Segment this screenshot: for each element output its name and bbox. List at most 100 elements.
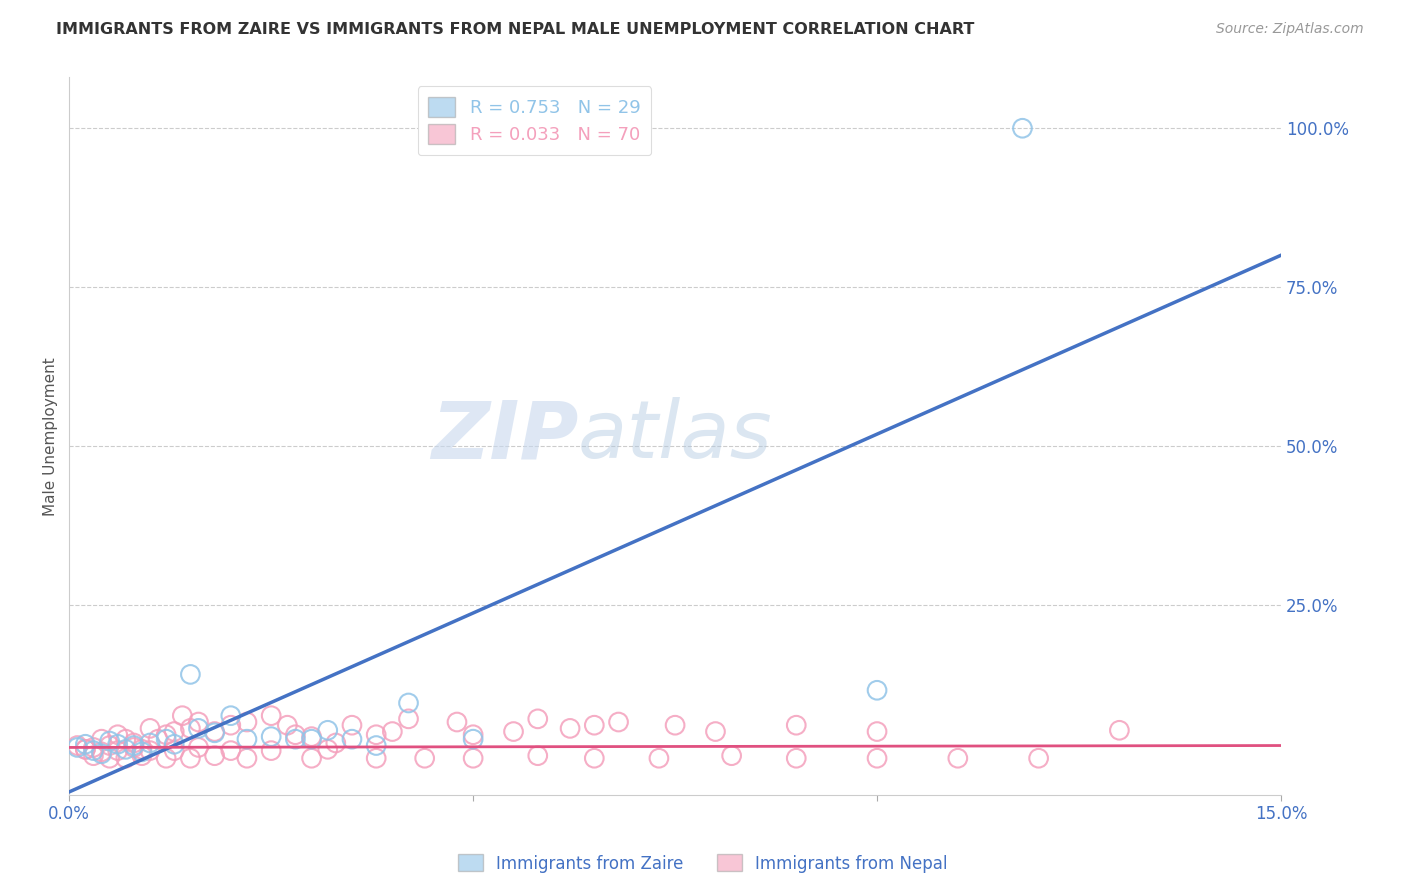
- Point: [1028, 751, 1050, 765]
- Point: [179, 751, 201, 765]
- Point: [558, 722, 581, 736]
- Point: [260, 730, 283, 744]
- Point: [301, 732, 323, 747]
- Point: [340, 732, 363, 747]
- Point: [219, 718, 242, 732]
- Y-axis label: Male Unemployment: Male Unemployment: [44, 357, 58, 516]
- Text: IMMIGRANTS FROM ZAIRE VS IMMIGRANTS FROM NEPAL MALE UNEMPLOYMENT CORRELATION CHA: IMMIGRANTS FROM ZAIRE VS IMMIGRANTS FROM…: [56, 22, 974, 37]
- Point: [526, 712, 548, 726]
- Point: [583, 718, 606, 732]
- Point: [340, 718, 363, 732]
- Point: [155, 728, 177, 742]
- Point: [122, 740, 145, 755]
- Point: [526, 748, 548, 763]
- Point: [866, 751, 889, 765]
- Point: [704, 724, 727, 739]
- Point: [463, 751, 485, 765]
- Point: [90, 732, 112, 747]
- Point: [381, 724, 404, 739]
- Point: [398, 712, 420, 726]
- Point: [446, 714, 468, 729]
- Point: [131, 748, 153, 763]
- Point: [107, 728, 129, 742]
- Point: [155, 732, 177, 747]
- Point: [204, 726, 226, 740]
- Point: [866, 683, 889, 698]
- Text: Source: ZipAtlas.com: Source: ZipAtlas.com: [1216, 22, 1364, 37]
- Point: [75, 742, 97, 756]
- Legend: R = 0.753   N = 29, R = 0.033   N = 70: R = 0.753 N = 29, R = 0.033 N = 70: [418, 87, 651, 155]
- Point: [463, 728, 485, 742]
- Point: [366, 728, 388, 742]
- Point: [75, 737, 97, 751]
- Point: [1108, 723, 1130, 738]
- Point: [236, 732, 259, 747]
- Point: [219, 708, 242, 723]
- Point: [413, 751, 436, 765]
- Point: [155, 751, 177, 765]
- Point: [946, 751, 969, 765]
- Point: [107, 737, 129, 751]
- Point: [82, 748, 104, 763]
- Point: [219, 743, 242, 757]
- Point: [163, 737, 186, 751]
- Point: [172, 708, 194, 723]
- Point: [98, 734, 121, 748]
- Point: [187, 722, 209, 736]
- Point: [66, 740, 89, 755]
- Point: [131, 742, 153, 756]
- Point: [648, 751, 671, 765]
- Point: [236, 714, 259, 729]
- Point: [82, 740, 104, 755]
- Point: [75, 742, 97, 756]
- Point: [204, 748, 226, 763]
- Point: [398, 696, 420, 710]
- Point: [366, 751, 388, 765]
- Point: [122, 736, 145, 750]
- Point: [866, 724, 889, 739]
- Point: [1011, 121, 1033, 136]
- Point: [139, 722, 162, 736]
- Point: [236, 751, 259, 765]
- Point: [187, 714, 209, 729]
- Point: [720, 748, 742, 763]
- Point: [583, 751, 606, 765]
- Point: [163, 743, 186, 757]
- Legend: Immigrants from Zaire, Immigrants from Nepal: Immigrants from Zaire, Immigrants from N…: [451, 847, 955, 880]
- Point: [114, 742, 136, 756]
- Point: [785, 751, 807, 765]
- Point: [122, 739, 145, 753]
- Point: [90, 745, 112, 759]
- Point: [463, 732, 485, 747]
- Point: [146, 732, 169, 747]
- Text: atlas: atlas: [578, 397, 773, 475]
- Point: [131, 745, 153, 759]
- Point: [316, 742, 339, 756]
- Point: [502, 724, 524, 739]
- Point: [139, 743, 162, 757]
- Point: [260, 708, 283, 723]
- Point: [107, 743, 129, 757]
- Point: [301, 751, 323, 765]
- Point: [284, 732, 307, 747]
- Point: [260, 743, 283, 757]
- Point: [301, 730, 323, 744]
- Point: [114, 732, 136, 747]
- Point: [66, 739, 89, 753]
- Text: ZIP: ZIP: [430, 397, 578, 475]
- Point: [163, 724, 186, 739]
- Point: [785, 718, 807, 732]
- Point: [325, 736, 347, 750]
- Point: [366, 739, 388, 753]
- Point: [187, 740, 209, 755]
- Point: [179, 722, 201, 736]
- Point: [664, 718, 686, 732]
- Point: [82, 743, 104, 757]
- Point: [607, 714, 630, 729]
- Point: [276, 718, 298, 732]
- Point: [98, 751, 121, 765]
- Point: [98, 739, 121, 753]
- Point: [316, 723, 339, 738]
- Point: [204, 724, 226, 739]
- Point: [284, 728, 307, 742]
